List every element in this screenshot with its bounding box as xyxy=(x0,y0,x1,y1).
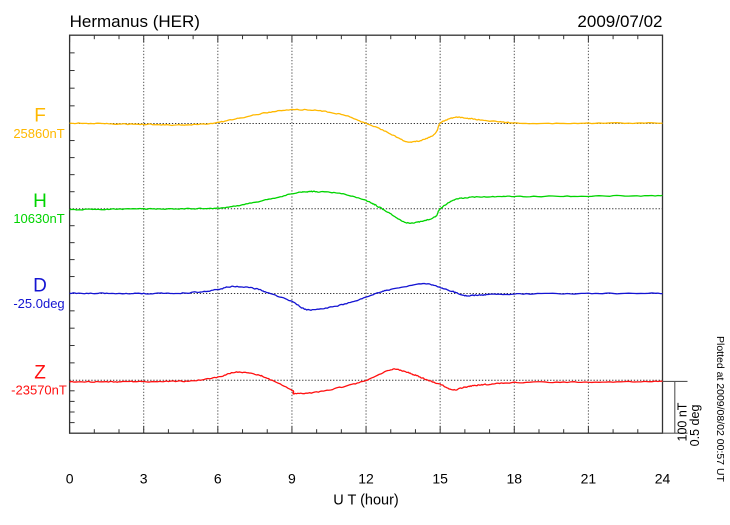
svg-text:D: D xyxy=(33,276,47,297)
svg-text:F: F xyxy=(34,106,46,127)
svg-text:3: 3 xyxy=(140,471,148,487)
svg-text:25860nT: 25860nT xyxy=(13,126,64,141)
svg-text:U T (hour): U T (hour) xyxy=(333,493,399,509)
svg-text:0.5 deg: 0.5 deg xyxy=(688,405,702,447)
svg-text:0: 0 xyxy=(66,471,74,487)
svg-text:12: 12 xyxy=(358,471,374,487)
svg-text:-25.0deg: -25.0deg xyxy=(13,296,64,311)
svg-text:18: 18 xyxy=(506,471,522,487)
svg-text:21: 21 xyxy=(581,471,597,487)
svg-text:2009/07/02: 2009/07/02 xyxy=(577,12,662,31)
svg-text:6: 6 xyxy=(214,471,222,487)
svg-text:Plotted at 2009/08/02 00:57 UT: Plotted at 2009/08/02 00:57 UT xyxy=(714,336,726,483)
svg-text:10630nT: 10630nT xyxy=(13,211,64,226)
svg-text:H: H xyxy=(33,191,47,212)
svg-text:Hermanus (HER): Hermanus (HER) xyxy=(70,12,200,31)
svg-text:15: 15 xyxy=(432,471,448,487)
svg-text:-23570nT: -23570nT xyxy=(11,383,67,398)
svg-text:Z: Z xyxy=(34,362,46,383)
svg-text:24: 24 xyxy=(655,471,671,487)
svg-text:9: 9 xyxy=(288,471,296,487)
